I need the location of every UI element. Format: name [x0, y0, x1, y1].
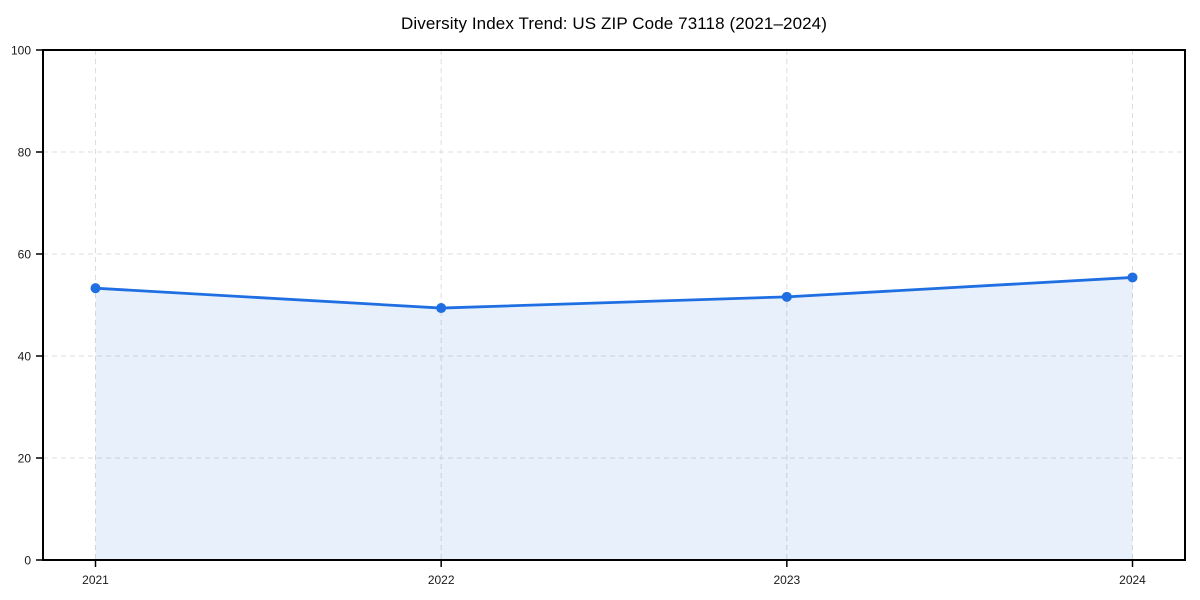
- y-tick-label: 20: [18, 452, 32, 466]
- y-tick-label: 100: [11, 44, 31, 58]
- y-tick-label: 80: [18, 146, 32, 160]
- area-fill: [95, 277, 1133, 560]
- x-tick-label: 2023: [773, 573, 800, 587]
- x-tick-label: 2024: [1119, 573, 1146, 587]
- trend-line: [94, 276, 1134, 310]
- x-tick-label: 2021: [82, 573, 109, 587]
- chart-title: Diversity Index Trend: US ZIP Code 73118…: [400, 14, 828, 33]
- plot-area: 0 20 40 60 80 100 2021 2022 2023 2024: [11, 44, 1186, 587]
- plot-spines: [42, 49, 1186, 561]
- data-point-marker: [436, 303, 447, 314]
- data-point-marker: [1127, 272, 1138, 283]
- line-chart-canvas: 0 20 40 60 80 100 2021 2022 2023 2024: [11, 44, 1186, 587]
- y-tick-label: 60: [18, 248, 32, 262]
- data-point-marker: [90, 283, 101, 294]
- data-point-marker: [781, 291, 792, 302]
- y-tick-label: 0: [24, 554, 31, 568]
- x-tick-label: 2022: [428, 573, 455, 587]
- y-tick-label: 40: [18, 350, 32, 364]
